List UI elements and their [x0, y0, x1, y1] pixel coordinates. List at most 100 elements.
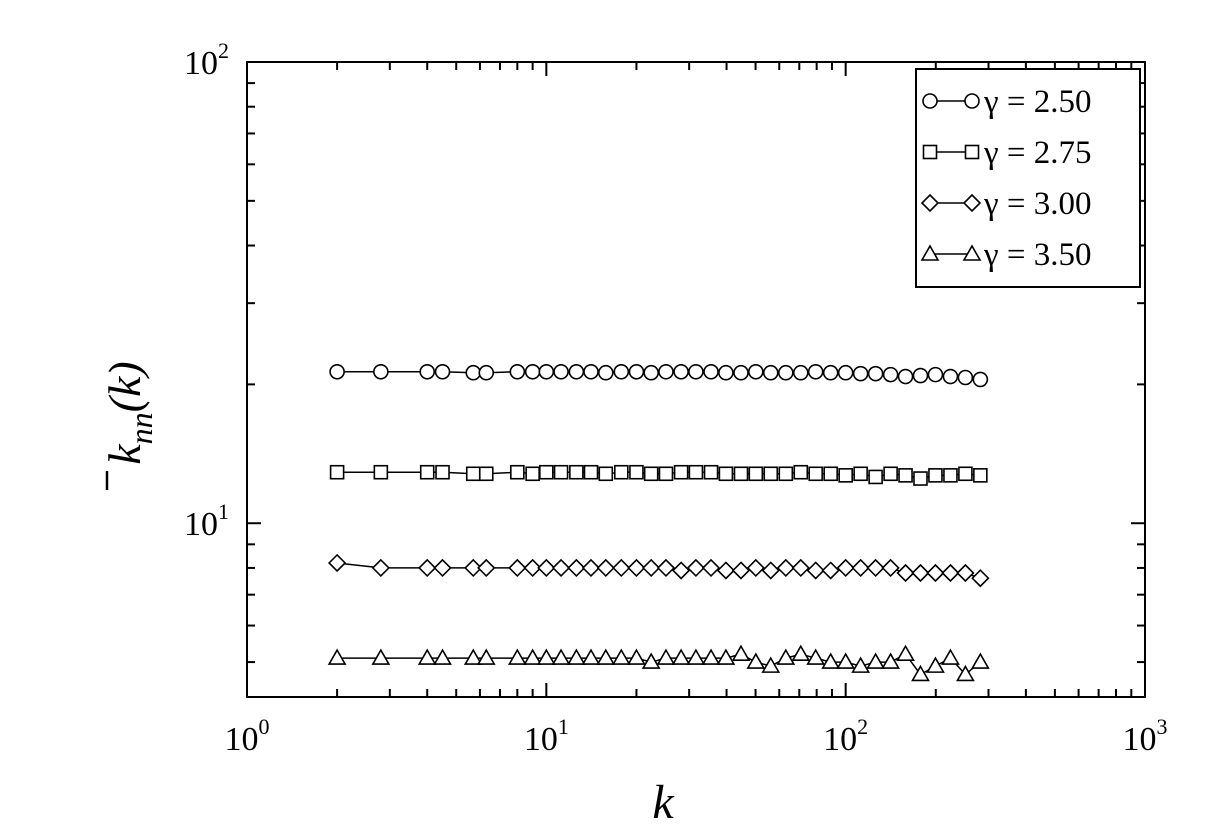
data-point	[928, 468, 943, 483]
data-point	[957, 369, 974, 386]
data-point	[371, 648, 391, 665]
data-point	[551, 648, 571, 665]
data-point	[329, 363, 345, 380]
data-point	[327, 648, 347, 665]
data-point	[627, 558, 646, 578]
data-point	[538, 363, 555, 380]
data-point	[568, 363, 585, 380]
x-tick-label: 100	[225, 714, 270, 758]
data-point	[671, 561, 691, 580]
data-point	[433, 648, 452, 665]
x-tick-label: 102	[823, 714, 868, 758]
data-point	[762, 364, 779, 381]
data-point	[597, 364, 614, 381]
data-point	[551, 558, 571, 578]
series-diamond	[327, 553, 990, 588]
x-tick-label: 103	[1123, 714, 1168, 758]
legend-marker	[920, 193, 940, 213]
data-point	[731, 561, 751, 580]
data-point	[778, 364, 794, 381]
data-point	[433, 558, 452, 578]
data-point	[566, 648, 586, 665]
data-point	[896, 644, 915, 662]
data-point	[791, 644, 811, 662]
data-point	[673, 464, 689, 480]
data-point	[746, 652, 766, 669]
data-point	[611, 648, 631, 665]
data-point	[970, 652, 990, 669]
data-point	[596, 558, 615, 578]
data-point	[941, 648, 960, 665]
data-point	[523, 648, 543, 665]
legend-box	[915, 68, 1141, 288]
data-point	[656, 558, 676, 578]
data-point	[807, 363, 824, 380]
data-point	[524, 363, 541, 380]
x-axis-label: k	[652, 776, 675, 829]
data-point	[464, 558, 483, 578]
data-point	[776, 648, 796, 665]
data-point	[581, 648, 601, 665]
legend-item: γ = 2.50	[922, 84, 1091, 120]
data-point	[716, 648, 736, 665]
data-point	[553, 464, 569, 480]
data-point	[852, 365, 869, 382]
y-axis-label-k: k	[99, 443, 150, 465]
legend-marker	[920, 244, 940, 261]
data-point	[868, 469, 883, 485]
legend-item: γ = 3.50	[920, 237, 1091, 273]
series-circle	[329, 363, 989, 388]
data-point	[866, 558, 885, 578]
data-point	[838, 468, 853, 483]
data-point	[853, 466, 868, 482]
data-point	[746, 558, 765, 578]
data-point	[643, 466, 659, 482]
plot-frame	[246, 61, 1146, 698]
data-point	[596, 648, 616, 665]
data-point	[778, 466, 794, 482]
data-point	[971, 569, 990, 588]
data-point	[598, 466, 614, 482]
legend-label: γ = 3.00	[983, 186, 1091, 222]
data-point	[641, 652, 661, 669]
legend-marker	[922, 93, 938, 109]
data-point	[581, 558, 601, 578]
data-point	[658, 363, 674, 380]
data-point	[478, 364, 495, 381]
data-point	[656, 648, 676, 665]
data-point	[866, 652, 885, 669]
data-point	[688, 464, 704, 480]
data-point	[701, 558, 721, 578]
series-square	[329, 464, 988, 486]
data-point	[569, 464, 584, 480]
data-point	[836, 652, 856, 669]
data-point	[822, 364, 839, 381]
data-point	[373, 464, 389, 480]
svg-text:knn(k): knn(k)	[99, 361, 159, 464]
legend: γ = 2.50 γ = 2.75 γ = 3.00 γ = 3.50	[915, 68, 1141, 288]
data-point	[776, 558, 795, 578]
data-point	[417, 648, 437, 665]
data-point	[688, 363, 704, 380]
data-point	[806, 648, 826, 665]
data-point	[567, 558, 586, 578]
data-point	[836, 558, 855, 578]
data-point	[703, 363, 719, 380]
data-point	[523, 558, 542, 578]
data-point	[898, 468, 913, 483]
plot-series	[327, 363, 990, 682]
data-point	[867, 365, 884, 382]
data-point	[851, 558, 870, 578]
data-point	[477, 558, 496, 578]
data-point	[671, 648, 691, 665]
data-point	[371, 558, 390, 578]
data-point	[643, 364, 659, 381]
data-point	[536, 648, 556, 665]
data-point	[793, 464, 809, 480]
data-point	[763, 466, 779, 482]
data-point	[658, 466, 674, 482]
data-point	[673, 363, 689, 380]
data-point	[897, 368, 914, 385]
data-point	[911, 563, 930, 583]
